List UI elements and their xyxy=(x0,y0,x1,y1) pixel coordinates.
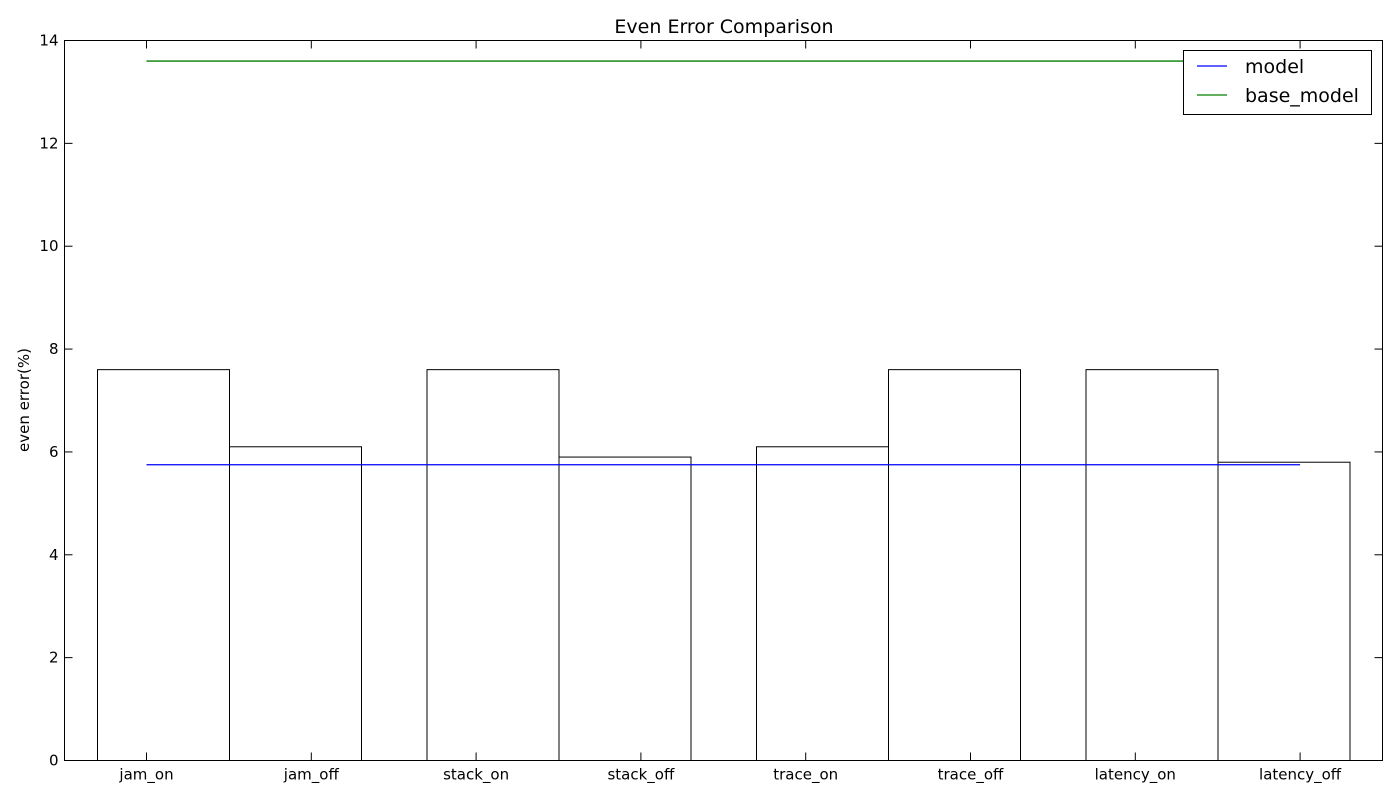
plot-frame xyxy=(64,40,1383,761)
lines-layer xyxy=(146,60,1301,466)
y-tick-label: 12 xyxy=(39,134,58,152)
y-tick-label: 6 xyxy=(49,443,59,461)
y-tick-label: 14 xyxy=(39,32,58,50)
bar-latency_on xyxy=(1085,369,1219,761)
bar-stack_off xyxy=(558,456,692,761)
x-tick-label: latency_on xyxy=(1095,766,1176,785)
x-axis: jam_on jam_off stack_on stack_off trace_on tr… xyxy=(118,40,1342,785)
legend: model base_model xyxy=(1183,50,1372,115)
x-tick-label: trace_off xyxy=(938,766,1004,785)
bar-jam_on xyxy=(97,369,230,761)
legend-box xyxy=(1183,50,1372,115)
y-tick-label: 4 xyxy=(49,546,59,564)
x-tick-label: stack_off xyxy=(607,766,674,785)
x-tick-label: jam_on xyxy=(118,766,173,785)
legend-label-model: model xyxy=(1245,56,1304,78)
y-tick-label: 2 xyxy=(49,649,59,667)
bar-trace_on xyxy=(756,446,889,761)
y-tick-label: 8 xyxy=(49,340,59,358)
bars-layer xyxy=(97,369,1351,761)
bar-stack_on xyxy=(426,369,560,761)
bar-trace_off xyxy=(888,369,1021,761)
x-tick-label: stack_on xyxy=(443,766,509,785)
chart-title: Even Error Comparison xyxy=(614,16,833,38)
y-axis: 0 2 4 6 8 10 12 14 xyxy=(39,32,1383,770)
x-tick-label: trace_on xyxy=(773,766,838,785)
x-tick-label: jam_off xyxy=(283,766,340,785)
bar-latency_off xyxy=(1217,461,1351,761)
y-axis-label: even error(%) xyxy=(15,348,33,452)
x-tick-label: latency_off xyxy=(1259,766,1342,785)
bar-jam_off xyxy=(229,446,362,761)
y-tick-label: 0 xyxy=(49,752,59,770)
y-tick-label: 10 xyxy=(39,237,58,255)
legend-label-base_model: base_model xyxy=(1245,85,1359,107)
